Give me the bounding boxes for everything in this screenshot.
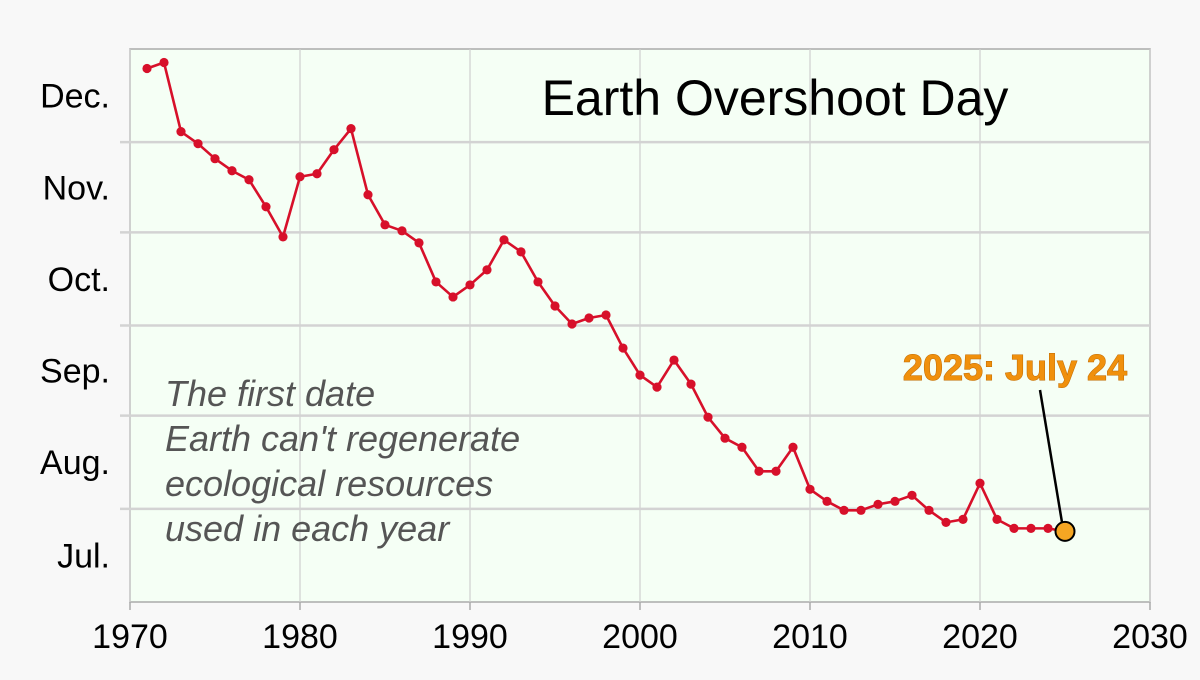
- data-point: [941, 517, 951, 527]
- data-point: [992, 514, 1002, 524]
- data-point: [465, 280, 475, 290]
- data-point: [805, 484, 815, 494]
- x-tick-label: 2030: [1112, 618, 1188, 656]
- data-point: [482, 265, 492, 275]
- annotation-line: used in each year: [165, 508, 451, 549]
- data-point: [380, 220, 390, 230]
- data-point: [397, 226, 407, 236]
- data-series: [142, 57, 1070, 536]
- data-point: [312, 169, 322, 179]
- data-point: [1026, 523, 1036, 533]
- x-tick-label: 2010: [772, 618, 848, 656]
- data-point: [601, 310, 611, 320]
- data-point: [686, 379, 696, 389]
- callout-marker: [1054, 520, 1076, 542]
- annotation-text: The first date Earth can't regenerate ec…: [165, 373, 530, 549]
- horizontal-gridlines: [120, 140, 1150, 511]
- data-point: [839, 505, 849, 515]
- callout-label: 2025: July 24: [903, 347, 1127, 388]
- data-point: [822, 496, 832, 506]
- data-point: [363, 190, 373, 200]
- data-point: [618, 343, 628, 353]
- data-point: [652, 382, 662, 392]
- x-tick-label: 1990: [432, 618, 508, 656]
- data-point: [669, 355, 679, 365]
- y-month-label: Oct.: [48, 261, 110, 299]
- data-point: [499, 235, 509, 245]
- data-point: [550, 301, 560, 311]
- x-tick-labels: 1970 1980 1990 2000 2010 2020 2030: [92, 618, 1188, 656]
- data-point: [516, 247, 526, 257]
- data-point: [890, 496, 900, 506]
- y-month-label: Jul.: [57, 537, 110, 575]
- x-tick-label: 2000: [602, 618, 678, 656]
- y-month-label: Nov.: [43, 169, 110, 207]
- x-tick-label: 1980: [262, 618, 338, 656]
- data-point: [788, 442, 798, 452]
- data-point: [975, 478, 985, 488]
- annotation-line: Earth can't regenerate: [165, 418, 520, 459]
- data-point: [261, 202, 271, 212]
- x-tick-label: 1970: [92, 618, 168, 656]
- data-point: [1009, 523, 1019, 533]
- data-point: [227, 166, 237, 176]
- data-point: [278, 232, 288, 242]
- data-point: [737, 442, 747, 452]
- data-point: [142, 63, 152, 74]
- callout-leader-line: [1038, 389, 1064, 523]
- data-point: [924, 505, 934, 515]
- y-month-label: Sep.: [40, 353, 110, 391]
- data-point: [329, 145, 339, 155]
- data-point: [346, 124, 356, 134]
- data-point: [193, 139, 203, 149]
- data-point: [635, 370, 645, 380]
- y-month-labels: Dec. Nov. Oct. Sep. Aug. Jul.: [40, 78, 110, 576]
- annotation-line: The first date: [165, 373, 375, 414]
- data-point: [754, 466, 764, 476]
- data-point: [159, 57, 169, 68]
- y-month-label: Aug.: [40, 444, 110, 482]
- data-point: [873, 499, 883, 509]
- data-point: [533, 277, 543, 287]
- chart-title: Earth Overshoot Day: [542, 70, 1009, 126]
- data-point: [856, 505, 866, 515]
- data-point: [414, 238, 424, 248]
- data-point: [720, 433, 730, 443]
- data-point: [244, 175, 254, 185]
- data-point: [176, 127, 186, 137]
- data-point: [448, 292, 458, 302]
- data-point: [771, 466, 781, 476]
- x-tick-label: 2020: [942, 618, 1018, 656]
- data-point: [907, 490, 917, 500]
- data-point: [295, 172, 305, 182]
- data-point: [584, 313, 594, 323]
- y-month-label: Dec.: [40, 78, 110, 116]
- annotation-line: ecological resources: [165, 463, 493, 504]
- data-point: [210, 154, 220, 164]
- data-point: [958, 514, 968, 524]
- data-point: [567, 319, 577, 329]
- data-point: [431, 277, 441, 287]
- data-point: [1043, 523, 1053, 533]
- data-point: [703, 412, 713, 422]
